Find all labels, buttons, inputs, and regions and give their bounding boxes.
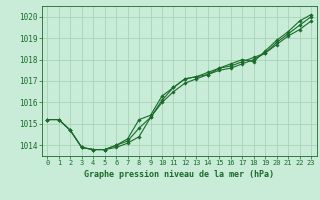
X-axis label: Graphe pression niveau de la mer (hPa): Graphe pression niveau de la mer (hPa): [84, 170, 274, 179]
